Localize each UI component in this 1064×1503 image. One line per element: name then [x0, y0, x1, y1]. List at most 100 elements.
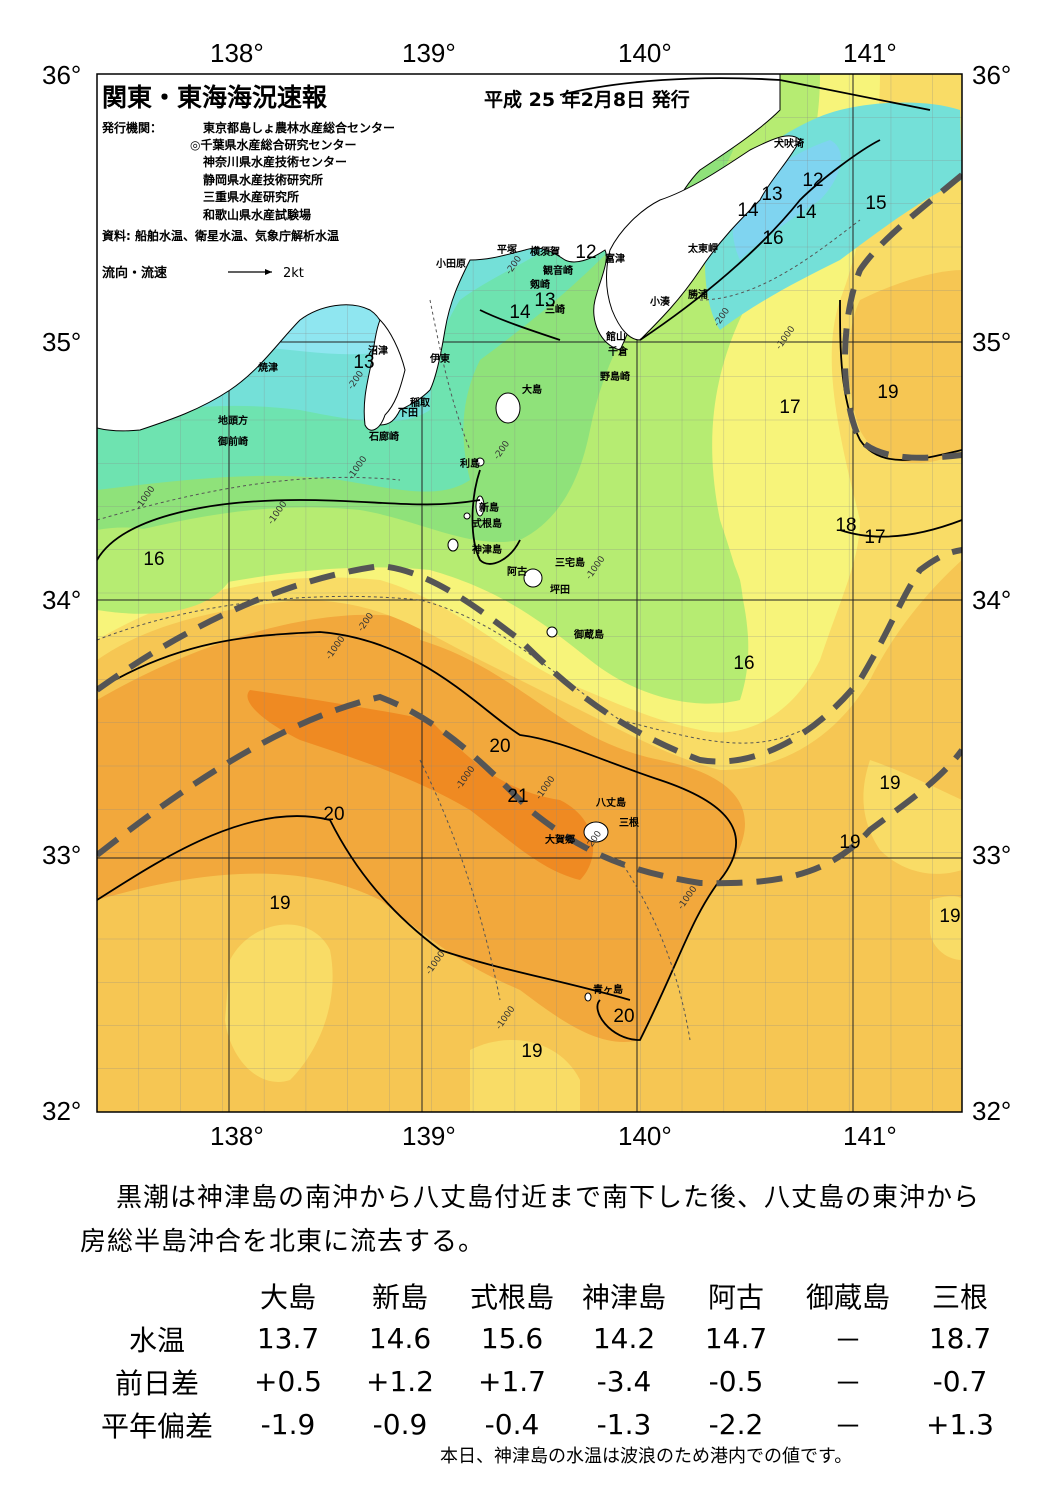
table-row: 前日差 +0.5 +1.2 +1.7 -3.4 -0.5 － -0.7	[82, 1360, 1016, 1403]
publisher: 東京都島しょ農林水産総合センター	[203, 120, 395, 135]
sea-temperature-map: 138° 139° 140° 141° 138° 139° 140° 141° …	[42, 38, 1011, 1151]
table-cell: －	[833, 1409, 862, 1443]
isotherm-line	[839, 519, 962, 538]
data-sources: 資料: 船舶水温、衛星水温、気象庁解析水温	[102, 228, 339, 243]
isotherm-label: 19	[879, 773, 900, 794]
place-label: 沼津	[368, 344, 388, 357]
table-cell: 15.6	[480, 1322, 544, 1355]
publisher-label: 発行機関：	[101, 120, 162, 135]
isotherm-lines	[97, 77, 962, 1041]
isotherm-line	[97, 499, 481, 561]
island-miyakejima	[523, 568, 543, 588]
lon-label: 139°	[402, 1121, 456, 1151]
lon-label: 139°	[402, 38, 456, 68]
table-cell: +1.7	[478, 1365, 546, 1398]
publisher: 静岡県水産技術研究所	[203, 172, 323, 187]
place-label: 小湊	[649, 295, 671, 308]
table-corner	[82, 1274, 232, 1317]
isotherm-label: 17	[779, 397, 800, 418]
observation-table: 大島 新島 式根島 神津島 阿古 御蔵島 三根 水温 13.7 14.6 15.…	[82, 1274, 1016, 1446]
place-label: 大賀郷	[545, 833, 575, 846]
row-label: 平年偏差	[100, 1409, 213, 1443]
island-hachijojima	[583, 821, 609, 843]
station-header: 式根島	[469, 1280, 554, 1314]
sea-cold-water-inner	[732, 140, 841, 260]
map-frame	[96, 73, 963, 1113]
lat-label: 34°	[42, 585, 81, 615]
place-label: 三根	[619, 816, 639, 829]
place-label: 阿古	[507, 565, 527, 578]
isotherm-line	[559, 77, 931, 111]
place-label: 稲取	[410, 396, 431, 409]
lon-label: 141°	[843, 38, 897, 68]
table-cell: +1.3	[926, 1408, 994, 1441]
isotherm-label: 14	[795, 202, 817, 223]
place-label: 千倉	[608, 345, 629, 358]
isotherm-line	[97, 631, 737, 1041]
table-cell: 14.2	[592, 1322, 656, 1355]
place-label: 石廊崎	[368, 430, 399, 443]
place-label: 焼津	[258, 361, 278, 374]
place-label: 剱崎	[529, 278, 550, 291]
lat-label: 33°	[42, 840, 81, 870]
depth-contours	[97, 219, 861, 1041]
arrowhead-icon	[265, 269, 272, 275]
station-header: 阿古	[707, 1280, 764, 1314]
isotherm-label: 20	[613, 1006, 634, 1027]
station-header: 新島	[371, 1280, 428, 1314]
table-cell: -0.9	[372, 1408, 428, 1441]
lat-label: 32°	[42, 1096, 81, 1126]
isotherm-label: 14	[509, 302, 531, 323]
kuroshio-path-south	[97, 693, 962, 887]
table-cell: -3.4	[596, 1365, 652, 1398]
sea-18c-band	[930, 896, 962, 960]
isotherm-label: 16	[733, 653, 754, 674]
station-header: 御蔵島	[805, 1280, 890, 1314]
land-areas	[97, 74, 801, 1002]
table-cell: －	[833, 1323, 862, 1357]
map-header: 関東・東海海況速報 平成 25 年2月8日 発行 発行機関： 東京都島しょ農林水…	[101, 83, 690, 281]
depth-contour	[619, 859, 691, 1041]
isotherm-label: 12	[802, 170, 823, 191]
place-label: 横須賀	[530, 245, 560, 258]
place-label: 太東岬	[687, 242, 718, 255]
table-cell: -1.3	[596, 1408, 652, 1441]
lat-label: 35°	[972, 327, 1011, 357]
lon-label: 140°	[618, 38, 672, 68]
depth-contour	[97, 476, 401, 521]
place-label: 富津	[605, 252, 625, 265]
issue-date: 平成 25 年2月8日 発行	[484, 88, 690, 111]
isotherm-label: 20	[323, 804, 344, 825]
table-cell: -0.4	[484, 1408, 540, 1441]
place-label: 新島	[479, 501, 499, 514]
place-label: 地頭方	[218, 414, 248, 427]
island-shikinejima	[463, 512, 471, 520]
table-cell: 18.7	[928, 1322, 992, 1355]
lon-label: 140°	[618, 1121, 672, 1151]
place-label: 観音崎	[543, 264, 573, 277]
row-label: 前日差	[114, 1366, 199, 1400]
isotherm-label: 13	[534, 290, 555, 311]
lon-label: 141°	[843, 1121, 897, 1151]
publisher: 和歌山県水産試験場	[202, 207, 311, 222]
isotherm-label: 15	[865, 193, 886, 214]
kuroshio-axis	[97, 172, 962, 887]
station-header: 大島	[259, 1280, 316, 1314]
island-toshima	[475, 457, 485, 467]
island-kozushima	[447, 538, 459, 552]
latitude-labels-left: 36° 35° 34° 33° 32°	[42, 60, 81, 1126]
island-mikurajima	[546, 626, 558, 638]
place-label: 犬吠埼	[774, 137, 804, 150]
isotherm-label: 19	[939, 906, 960, 927]
place-label: 青ヶ島	[593, 983, 623, 996]
current-scale: 2kt	[283, 266, 304, 281]
sea-21c-band	[247, 690, 594, 880]
row-label: 水温	[128, 1323, 185, 1357]
current-legend-label: 流向・流速	[102, 265, 167, 281]
publisher: 三重県水産研究所	[203, 189, 299, 204]
depth-contour	[699, 219, 861, 301]
sea-19c-band	[848, 270, 962, 464]
place-label: 大島	[522, 383, 542, 396]
isotherm-label: 21	[507, 786, 528, 807]
